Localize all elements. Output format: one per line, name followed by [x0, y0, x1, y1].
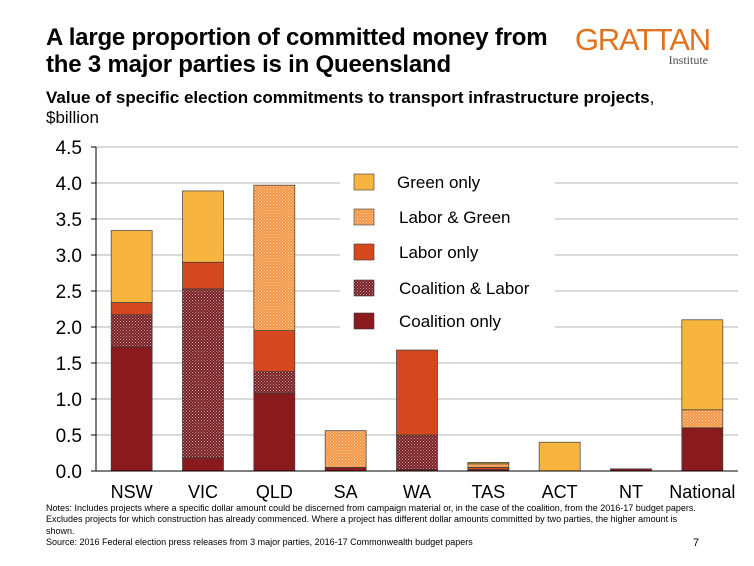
chart-subtitle: Value of specific election commitments t… [46, 88, 686, 128]
x-tick-label-nsw: NSW [111, 482, 153, 502]
bar-qld-labor-only [253, 330, 296, 372]
bar-wa-coalition-and-labor [396, 434, 438, 470]
legend-swatch-coalition-and-labor [353, 279, 375, 297]
logo-subtext: Institute [668, 53, 708, 67]
y-tick-label: 1.5 [56, 354, 82, 375]
bar-qld-labor-and-green [253, 184, 296, 331]
chart-title: A large proportion of committed money fr… [46, 24, 548, 78]
x-tick-label-nt: NT [619, 482, 643, 502]
bar-national-labor-and-green [681, 409, 724, 429]
legend-label-labor-and-green: Labor & Green [399, 208, 511, 227]
logo-wordmark: GRATTAN [574, 22, 711, 57]
notes-text: Notes: Includes projects where a specifi… [46, 503, 696, 536]
legend: Green only Labor & Green Labor only Coaliti… [340, 165, 555, 337]
bar-qld-coalition-and-labor [253, 371, 296, 394]
bar-tas-green-only [467, 462, 510, 465]
bar-nsw-green-only [110, 230, 153, 303]
grattan-logo: GRATTAN Institute [575, 24, 712, 70]
bar-nsw-coalition-and-labor [110, 314, 153, 348]
y-tick-label: 4.0 [56, 174, 82, 195]
source-text: Source: 2016 Federal election press rele… [46, 537, 473, 548]
bar-vic-green-only [182, 190, 224, 263]
legend-label-labor-only: Labor only [399, 243, 479, 262]
x-tick-label-tas: TAS [471, 482, 505, 502]
subtitle-unit: , $billion [46, 88, 655, 127]
page-number: 7 [693, 537, 700, 549]
x-tick-label-vic: VIC [188, 482, 218, 502]
legend-label-coalition-and-labor: Coalition & Labor [399, 279, 530, 298]
bar-wa-labor-only [396, 349, 438, 436]
y-tick-label: 3.5 [56, 210, 82, 231]
y-tick-label: 1.0 [56, 390, 82, 411]
legend-swatch-green-only [353, 173, 375, 191]
y-tick-label: 0.5 [56, 426, 82, 447]
footnotes: Notes: Includes projects where a specifi… [46, 503, 696, 549]
legend-swatch-labor-only [353, 243, 375, 261]
x-tick-label-wa: WA [403, 482, 431, 502]
legend-label-green-only: Green only [397, 173, 481, 192]
bar-act-green-only [538, 441, 581, 472]
legend-swatch-labor-and-green [353, 208, 375, 226]
bar-vic-coalition-only [182, 457, 224, 472]
bar-sa-labor-and-green [324, 430, 367, 468]
subtitle-main: Value of specific election commitments t… [46, 88, 650, 107]
bar-vic-coalition-and-labor [182, 288, 224, 459]
bar-tas-labor-and-green [467, 463, 510, 468]
x-tick-label-national: National [669, 482, 735, 502]
x-tick-label-act: ACT [542, 482, 578, 502]
y-tick-label: 2.5 [56, 282, 82, 303]
bar-nsw-coalition-only [110, 346, 153, 472]
bar-national-green-only [681, 319, 724, 411]
y-tick-label: 4.5 [56, 138, 82, 159]
bar-qld-coalition-only [253, 392, 296, 472]
x-tick-label-sa: SA [334, 482, 358, 502]
bar-national-coalition-only [681, 427, 724, 472]
bar-sa-coalition-only [324, 467, 367, 472]
x-tick-label-qld: QLD [256, 482, 293, 502]
legend-label-coalition-only: Coalition only [399, 312, 502, 331]
y-tick-label: 2.0 [56, 318, 82, 339]
y-tick-label: 3.0 [56, 246, 82, 267]
legend-swatch-coalition-only [353, 312, 375, 330]
bar-vic-labor-only [182, 261, 224, 290]
legend-background [340, 165, 555, 337]
bar-nsw-labor-only [110, 302, 153, 316]
y-tick-label: 0.0 [56, 462, 82, 483]
